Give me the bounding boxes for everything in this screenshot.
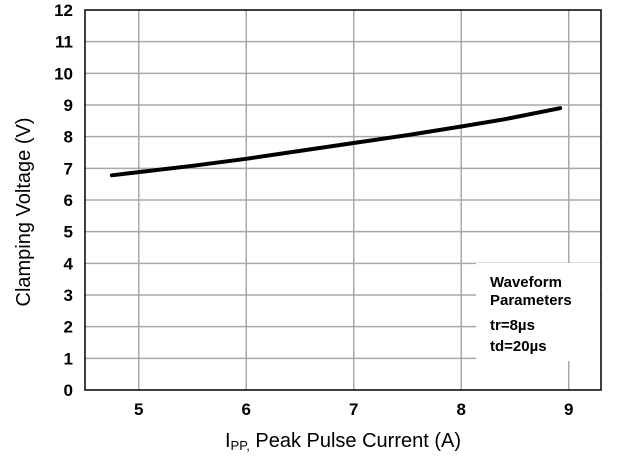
y-tick-label-6: 6 bbox=[64, 191, 73, 210]
legend-line-3: tr=8µs bbox=[490, 317, 535, 334]
y-tick-label-5: 5 bbox=[64, 223, 73, 242]
x-tick-label-9: 9 bbox=[564, 400, 573, 419]
x-axis-title: IPP, Peak Pulse Current (A) bbox=[225, 430, 461, 453]
legend-box bbox=[476, 263, 600, 361]
y-tick-label-3: 3 bbox=[64, 286, 73, 305]
legend-line-1: Waveform bbox=[490, 274, 562, 291]
plot-area-frame bbox=[84, 9, 602, 391]
legend-line-4: td=20µs bbox=[490, 338, 547, 355]
y-tick-label-0: 0 bbox=[64, 381, 73, 400]
x-tick-label-8: 8 bbox=[457, 400, 466, 419]
series-line-clamping-voltage bbox=[109, 106, 563, 178]
x-tick-label-5: 5 bbox=[134, 400, 143, 419]
x-tick-label-6: 6 bbox=[242, 400, 251, 419]
y-tick-label-11: 11 bbox=[55, 33, 73, 52]
grid bbox=[85, 10, 601, 390]
y-tick-label-7: 7 bbox=[64, 159, 73, 178]
x-axis-title-prefix: I bbox=[225, 430, 231, 452]
legend-line-2: Parameters bbox=[490, 292, 572, 309]
y-tick-label-10: 10 bbox=[54, 64, 73, 83]
x-axis-title-subscript: PP, bbox=[231, 438, 250, 453]
y-axis-title: Clamping Voltage (V) bbox=[13, 118, 35, 307]
y-tick-label-12: 12 bbox=[54, 1, 73, 20]
y-tick-label-9: 9 bbox=[64, 96, 73, 115]
x-tick-label-7: 7 bbox=[349, 400, 358, 419]
x-axis-tick-labels: 5 6 7 8 9 bbox=[134, 400, 573, 419]
y-tick-label-1: 1 bbox=[64, 349, 73, 368]
y-tick-label-4: 4 bbox=[64, 254, 74, 273]
x-axis-title-rest: Peak Pulse Current (A) bbox=[250, 430, 461, 452]
y-tick-label-2: 2 bbox=[64, 318, 73, 337]
y-tick-label-8: 8 bbox=[64, 128, 73, 147]
